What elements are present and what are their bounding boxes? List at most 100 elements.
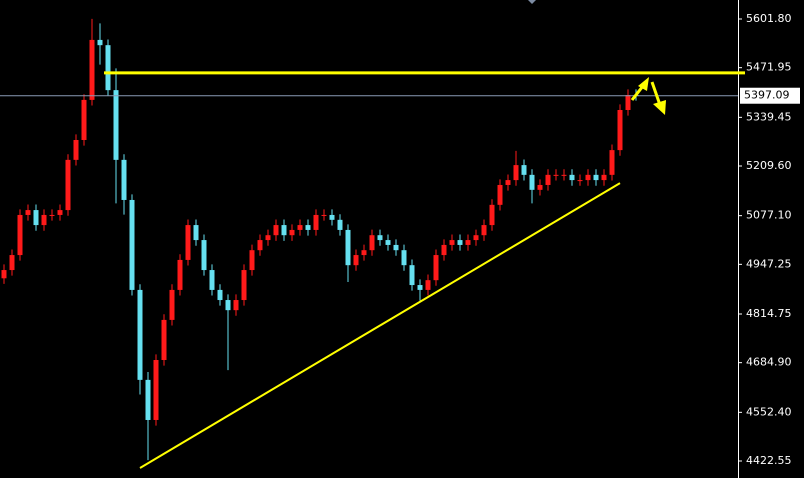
candle-body <box>577 180 583 182</box>
candle-body <box>329 214 335 220</box>
y-tick-label: 4814.75 <box>746 307 792 320</box>
candle-body <box>609 150 615 175</box>
candle-body <box>33 210 39 226</box>
candle-body <box>345 229 351 266</box>
candle-body <box>193 225 199 241</box>
candle-body <box>505 180 511 185</box>
candle-body <box>417 285 423 290</box>
candle-body <box>353 255 359 266</box>
candle-body <box>73 139 79 160</box>
candle-body <box>625 95 631 111</box>
arrow-down <box>650 81 662 106</box>
y-tick-label: 5601.80 <box>746 12 792 25</box>
candle-body <box>249 250 255 271</box>
candle-body <box>473 235 479 241</box>
candle-body <box>481 225 487 236</box>
candle-body <box>465 240 471 245</box>
candle-body <box>425 280 431 290</box>
candle-body <box>457 240 463 245</box>
candle-body <box>561 174 567 176</box>
candle-body <box>529 174 535 190</box>
candle-body <box>233 300 239 311</box>
candle-body <box>433 255 439 281</box>
candle-body <box>537 184 543 190</box>
candle-body <box>321 214 327 216</box>
candle-body <box>17 214 23 256</box>
y-tick-label: 5077.10 <box>746 209 792 222</box>
candle-body <box>217 289 223 301</box>
candle-body <box>41 214 47 226</box>
candle-body <box>89 39 95 100</box>
candle-body <box>145 379 151 420</box>
candle-body <box>25 210 31 215</box>
marker <box>528 0 536 4</box>
candle-body <box>281 225 287 236</box>
candle-body <box>177 259 183 290</box>
y-tick-label: 5209.60 <box>746 159 792 172</box>
candle-body <box>385 240 391 245</box>
y-tick-label: 4947.25 <box>746 257 792 270</box>
candle-body <box>369 235 375 251</box>
candle-body <box>153 360 159 420</box>
candle-body <box>449 240 455 245</box>
plot: 5601.80 5471.95 5339.45 5209.60 5077.10 4947.… <box>0 12 800 469</box>
arrows <box>630 77 666 115</box>
candle-body <box>241 270 247 301</box>
candle-body <box>273 225 279 236</box>
candle-body <box>161 319 167 361</box>
candle-body <box>305 225 311 230</box>
candle-body <box>585 174 591 181</box>
candle-body <box>497 184 503 205</box>
candle-body <box>593 174 599 181</box>
candle-body <box>113 90 119 160</box>
candle-body <box>569 174 575 181</box>
candle-body <box>289 229 295 236</box>
candle-body <box>137 289 143 380</box>
candle-body <box>105 45 111 91</box>
candle-body <box>361 250 367 256</box>
candle-body <box>57 210 63 215</box>
candle-body <box>9 255 15 271</box>
candle-body <box>617 110 623 151</box>
arrow-head <box>653 100 666 115</box>
candle-body <box>441 244 447 256</box>
candle-body <box>377 235 383 241</box>
y-tick-label: 5471.95 <box>746 61 792 74</box>
y-tick-label: 5339.45 <box>746 110 792 123</box>
candle-body <box>201 240 207 271</box>
candle-body <box>185 225 191 260</box>
candle-body <box>97 39 103 46</box>
y-tick-label: 4552.40 <box>746 405 792 418</box>
candle-body <box>337 219 343 230</box>
candle-body <box>545 174 551 185</box>
candle-body <box>601 174 607 181</box>
candle-body <box>313 214 319 230</box>
candle-body <box>49 214 55 216</box>
candle-body <box>257 240 263 251</box>
candle-body <box>521 165 527 175</box>
trendline <box>139 182 621 469</box>
candle-body <box>265 235 271 241</box>
candle-body <box>297 225 303 230</box>
candle-body <box>513 165 519 181</box>
candle-body <box>553 174 559 176</box>
candle-body <box>65 159 71 211</box>
candle-body <box>1 270 7 279</box>
arrow-head <box>638 77 649 91</box>
candle-body <box>129 199 135 290</box>
candle-body <box>225 300 231 311</box>
y-tick-label: 4422.55 <box>746 454 792 467</box>
candle-body <box>121 159 127 200</box>
candle-body <box>489 204 495 226</box>
last-price-label: 5397.09 <box>744 89 790 102</box>
candle-body <box>409 265 415 286</box>
candle-body <box>169 289 175 320</box>
arrow-up <box>630 85 645 101</box>
y-tick-label: 4684.90 <box>746 356 792 369</box>
last-price-box <box>740 87 800 104</box>
candle-body <box>209 270 215 290</box>
candle-body <box>401 250 407 266</box>
candle-body <box>81 99 87 140</box>
